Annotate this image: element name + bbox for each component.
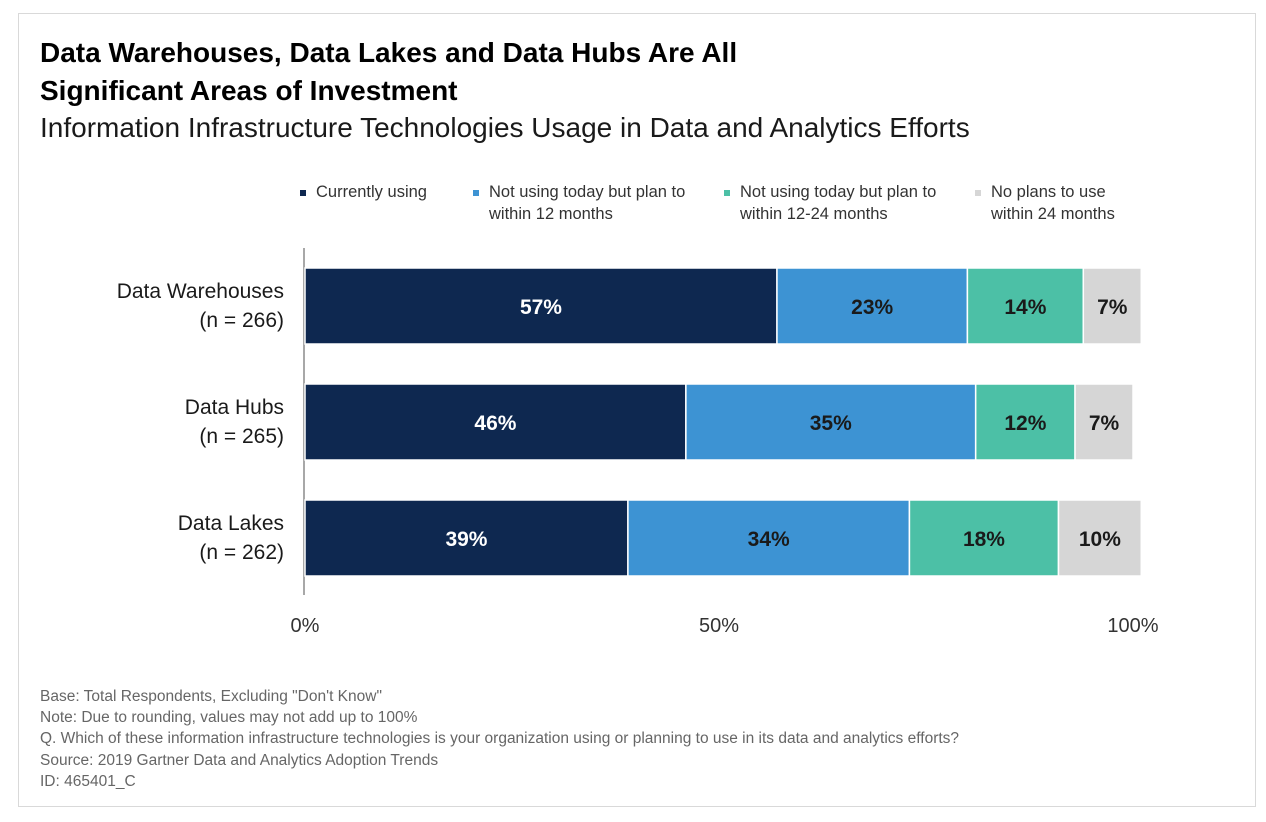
data-label: 12% xyxy=(1004,412,1046,435)
chart-title-line-2: Significant Areas of Investment xyxy=(40,75,458,106)
bar-segment xyxy=(627,499,911,577)
data-label: 39% xyxy=(445,528,487,551)
category-label: Data Lakes xyxy=(178,512,284,535)
legend-swatch xyxy=(975,190,981,196)
x-tick-label: 100% xyxy=(1107,615,1158,637)
chart-subtitle: Information Infrastructure Technologies … xyxy=(40,112,970,143)
legend-swatch xyxy=(300,190,306,196)
bar-segment xyxy=(776,267,969,345)
footnote-base: Base: Total Respondents, Excluding "Don'… xyxy=(40,688,382,705)
footnote-id: ID: 465401_C xyxy=(40,772,136,790)
data-label: 7% xyxy=(1097,296,1128,319)
x-tick-label: 0% xyxy=(291,615,320,637)
legend-swatch xyxy=(724,190,730,196)
footnotes: Base: Total Respondents, Excluding "Don'… xyxy=(40,686,1240,792)
footnote-source: Source: 2019 Gartner Data and Analytics … xyxy=(40,751,439,769)
bar-segment xyxy=(304,383,687,461)
title-block: Data Warehouses, Data Lakes and Data Hub… xyxy=(40,34,1140,146)
legend-label: Currently using xyxy=(316,183,427,201)
data-label: 7% xyxy=(1089,412,1120,435)
category-n-label: (n = 266) xyxy=(199,309,284,332)
bar-segment xyxy=(1082,267,1143,345)
data-label: 23% xyxy=(851,296,893,319)
x-tick-label: 50% xyxy=(699,615,739,637)
bar-segment xyxy=(1074,383,1134,461)
data-label: 35% xyxy=(810,412,852,435)
data-label: 18% xyxy=(963,528,1005,551)
footnote-question: Q. Which of these information infrastruc… xyxy=(40,730,960,748)
category-label: Data Hubs xyxy=(185,396,284,419)
legend-label-line-2: within 12-24 months xyxy=(740,205,888,223)
footnote-note: Note: Due to rounding, values may not ad… xyxy=(40,709,418,727)
category-label: Data Warehouses xyxy=(117,280,284,303)
chart-title-line-1: Data Warehouses, Data Lakes and Data Hub… xyxy=(40,37,738,68)
data-label: 46% xyxy=(474,412,516,435)
bar-segment xyxy=(304,267,778,345)
bar-segment xyxy=(304,499,629,577)
legend-label-line-2: within 24 months xyxy=(991,205,1115,223)
chart-frame xyxy=(18,13,1256,807)
bar-segment xyxy=(974,383,1076,461)
legend-label-line-2: within 12 months xyxy=(489,205,613,223)
data-label: 10% xyxy=(1079,528,1121,551)
data-label: 14% xyxy=(1004,296,1046,319)
bar-segment xyxy=(1057,499,1143,577)
category-n-label: (n = 262) xyxy=(199,541,284,564)
category-n-label: (n = 265) xyxy=(199,425,284,448)
data-label: 57% xyxy=(520,296,562,319)
legend-label: Not using today but plan to xyxy=(740,183,937,201)
data-label: 34% xyxy=(748,528,790,551)
stacked-bar-chart: 57% 23% 14% 7% Data Warehouses (n = 266) 46% 35… xyxy=(117,248,1159,637)
legend-swatch xyxy=(473,190,479,196)
bar-segment xyxy=(908,499,1060,577)
legend-label: Not using today but plan to xyxy=(489,183,686,201)
legend-label: No plans to use xyxy=(991,183,1106,201)
